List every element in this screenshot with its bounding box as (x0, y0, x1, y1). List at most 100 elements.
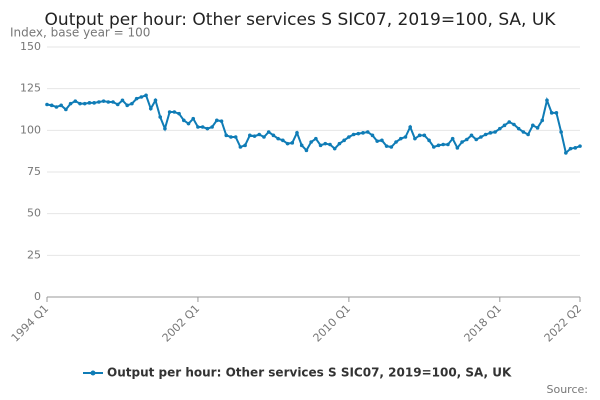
point (167, 110, 172, 114)
point (49, 103, 54, 108)
point (210, 125, 214, 129)
point (101, 99, 106, 103)
y-tick-label: 75 (27, 165, 41, 178)
point (68, 101, 73, 106)
point (545, 98, 549, 103)
point (479, 135, 483, 139)
point (276, 136, 280, 141)
legend-marker (90, 370, 96, 376)
chart-subtitle: Index, base year = 100 (10, 26, 150, 40)
point (115, 102, 120, 107)
point (469, 133, 474, 138)
point (380, 138, 384, 143)
point (347, 135, 351, 139)
point (309, 140, 313, 144)
point (54, 105, 59, 109)
point (441, 142, 446, 147)
point (422, 133, 427, 138)
point (337, 141, 342, 146)
point (535, 126, 540, 130)
point (59, 103, 63, 108)
point (144, 93, 148, 98)
point (78, 101, 82, 106)
point (507, 120, 512, 124)
point (252, 134, 257, 138)
point (111, 100, 115, 104)
point (361, 131, 365, 135)
point (342, 138, 346, 143)
point (191, 116, 196, 121)
point (285, 141, 290, 146)
point (332, 146, 337, 151)
point (224, 133, 229, 138)
point (403, 135, 408, 139)
point (474, 137, 479, 142)
point (106, 100, 111, 104)
point (196, 125, 200, 129)
point (314, 136, 318, 141)
point (427, 138, 431, 143)
point (323, 141, 328, 146)
point (436, 143, 441, 148)
point (540, 118, 545, 123)
point (370, 133, 375, 138)
point (148, 106, 153, 111)
point (417, 133, 422, 138)
point (450, 136, 455, 141)
point (134, 96, 139, 101)
point (215, 118, 219, 123)
point (295, 131, 299, 135)
point (516, 126, 521, 131)
point (200, 125, 205, 129)
point (564, 151, 568, 155)
point (318, 143, 323, 148)
point (568, 146, 573, 151)
point (243, 143, 247, 148)
point (262, 135, 266, 139)
y-tick-label: 25 (27, 248, 41, 261)
point (502, 123, 507, 128)
point (408, 125, 412, 129)
point (573, 146, 578, 150)
point (446, 142, 450, 147)
x-tick-label: 2022 Q2 (542, 302, 585, 345)
y-tick-label: 0 (34, 290, 41, 303)
point (384, 144, 389, 148)
point (328, 142, 332, 147)
point (238, 145, 243, 149)
y-tick-label: 150 (20, 40, 41, 53)
x-tick-label: 2010 Q1 (311, 302, 354, 345)
point (177, 111, 181, 116)
point (158, 115, 163, 119)
point (498, 126, 502, 131)
point (172, 110, 177, 114)
point (229, 135, 233, 139)
point (266, 130, 271, 134)
x-tick-label: 1994 Q1 (9, 302, 52, 345)
point (455, 146, 460, 150)
point (531, 123, 535, 128)
point (87, 101, 92, 105)
y-tick-label: 100 (20, 123, 41, 136)
point (248, 133, 252, 138)
legend-label: Output per hour: Other services S SIC07,… (107, 366, 512, 380)
point (163, 126, 167, 131)
point (578, 144, 582, 148)
point (493, 130, 497, 134)
y-tick-label: 50 (27, 207, 41, 220)
chart-title: Output per hour: Other services S SIC07,… (45, 10, 557, 30)
point (304, 148, 309, 153)
point (271, 133, 276, 138)
point (82, 101, 87, 106)
point (120, 98, 125, 103)
point (413, 136, 417, 141)
point (549, 111, 554, 115)
x-tick-label: 2002 Q1 (160, 302, 203, 345)
point (351, 132, 356, 137)
point (356, 131, 361, 136)
point (290, 141, 295, 145)
point (365, 130, 370, 134)
y-tick-label: 125 (20, 82, 41, 95)
